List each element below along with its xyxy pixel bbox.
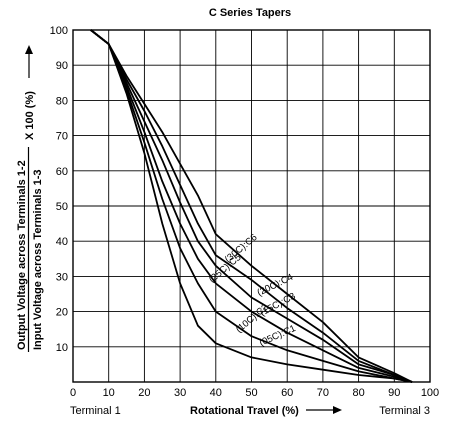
terminal-left-label: Terminal 1 [70,405,121,417]
x-axis-title: Rotational Travel (%) [190,405,299,417]
x-tick-labels: 0 10 20 30 40 50 60 70 80 90 100 [70,387,439,399]
y-tick-labels: 10 20 30 40 50 60 70 80 90 100 [50,25,68,354]
plot-frame [72,29,431,383]
y-tick-label: 80 [56,95,68,107]
y-axis-title: Output Voltage across Terminals 1-2 Inpu… [16,45,44,352]
y-tick-label: 20 [56,307,68,319]
y-axis-denominator: Input Voltage across Terminals 1-3 [32,169,44,350]
y-axis-suffix: X 100 (%) [24,91,36,140]
x-tick-label: 40 [210,387,222,399]
x-tick-label: 100 [421,387,439,399]
x-tick-label: 0 [70,387,76,399]
x-tick-label: 20 [138,387,150,399]
series-line-(20C):C4 [90,29,413,383]
y-axis-arrow-head [25,45,33,54]
y-tick-label: 30 [56,271,68,283]
x-tick-label: 70 [317,387,329,399]
x-tick-label: 60 [281,387,293,399]
y-tick-label: 50 [56,201,68,213]
y-tick-label: 90 [56,60,68,72]
y-axis-numerator: Output Voltage across Terminals 1-2 [16,160,28,350]
chart-title: C Series Tapers [209,7,291,19]
series-line-(10C):C2 [90,29,413,383]
series-line-(25C):C5 [90,29,413,383]
y-tick-label: 40 [56,236,68,248]
y-tick-label: 10 [56,342,68,354]
x-tick-label: 80 [352,387,364,399]
y-tick-label: 60 [56,166,68,178]
series-line-(05C):C1 [90,29,413,383]
series-lines [90,29,413,383]
series-line-(30C):C6 [90,29,413,383]
x-tick-label: 50 [245,387,257,399]
x-tick-label: 90 [388,387,400,399]
x-tick-label: 10 [103,387,115,399]
y-tick-label: 100 [50,25,68,37]
terminal-right-label: Terminal 3 [379,405,430,417]
x-tick-label: 30 [174,387,186,399]
series-line-(15C):C3 [90,29,413,383]
x-axis-arrow [306,406,342,414]
y-tick-label: 70 [56,131,68,143]
